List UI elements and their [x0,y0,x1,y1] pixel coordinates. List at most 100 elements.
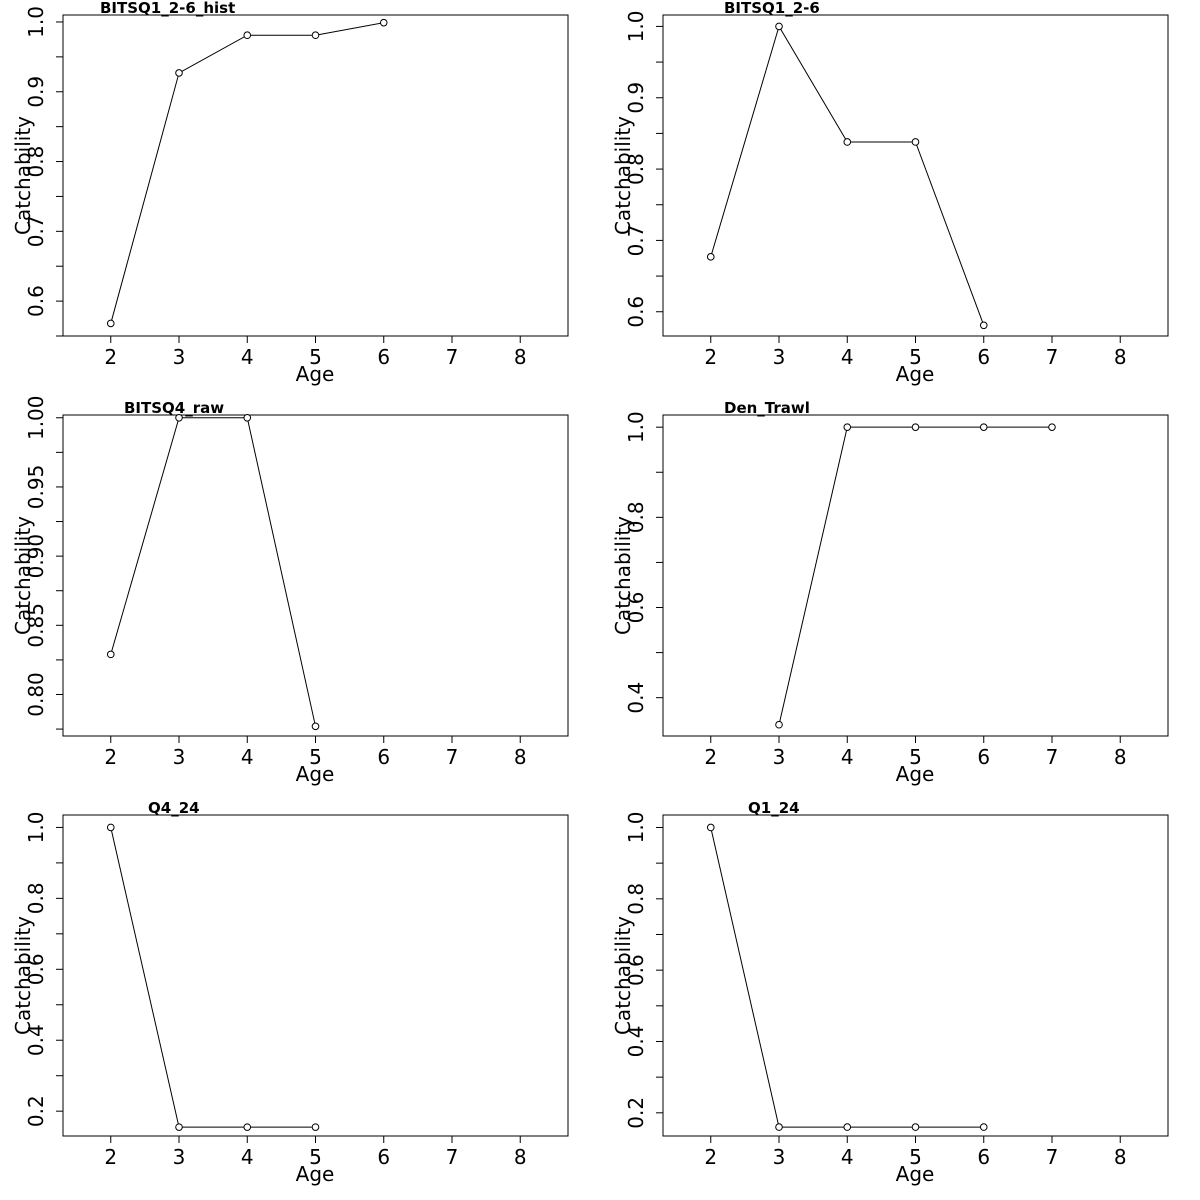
data-point [775,720,783,729]
data-point [175,1123,183,1131]
y-axis-label: Catchability [611,116,635,235]
x-tick-label: 5 [909,1145,922,1169]
data-point [706,823,715,832]
data-point [775,1123,783,1131]
series-line [778,426,1052,725]
y-tick-label: 0.4 [624,682,648,714]
plot-frame [662,414,1169,737]
chart-panel-3: BITSQ4_raw 2 3 4 5 6 7 8 0.80 0.85 0.90 0.95 1.00 Age… [11,396,569,786]
data-point [311,722,320,731]
x-tick-label: 6 [977,345,990,369]
series-line [710,25,985,326]
y-tick-label: 0.9 [24,76,48,108]
y-tick-label: 0.6 [624,592,648,624]
x-tick-label: 5 [309,345,322,369]
y-tick-label: 1.0 [624,11,648,43]
chart-panel-1: BITSQ1_2-6_hist 2 3 4 5 6 7 8 0.6 0.7 0.8 0.9 1.0 Age… [11,0,569,386]
y-tick-label: 0.8 [624,153,648,185]
x-tick-label: 2 [704,345,717,369]
y-tick-label: 0.8 [624,883,648,915]
data-point [979,321,988,330]
x-tick-label: 7 [1046,745,1059,769]
y-tick-label: 0.2 [24,1095,48,1127]
y-tick-label: 0.7 [24,215,48,247]
x-tick-label: 7 [1046,345,1059,369]
y-tick-label: 0.90 [24,534,48,579]
x-tick-label: 7 [1046,1145,1059,1169]
y-axis-label: Catchability [611,516,635,635]
series-line [110,417,316,727]
x-tick-label: 4 [841,745,854,769]
x-tick-label: 3 [773,345,786,369]
x-axis-label: Age [296,762,335,786]
series-line [710,827,984,1128]
y-tick-label: 1.0 [624,812,648,844]
y-tick-label: 1.00 [24,396,48,441]
chart-panel-5: Q4_24 2 3 4 5 6 7 8 0.2 0.4 0.6 0.8 1.0 Age Catchabili… [11,799,569,1186]
data-point [843,138,852,146]
data-point [843,1123,852,1131]
data-point [106,650,115,659]
x-tick-label: 7 [446,345,459,369]
y-tick-label: 0.95 [24,465,48,510]
y-tick-label: 0.6 [24,953,48,985]
y-tick-label: 0.85 [24,603,48,648]
x-tick-label: 2 [104,745,117,769]
x-tick-label: 4 [841,345,854,369]
x-tick-label: 8 [514,345,527,369]
chart-title: BITSQ1_2-6_hist [100,0,235,17]
x-tick-label: 8 [1114,345,1127,369]
x-tick-label: 3 [773,745,786,769]
x-tick-label: 7 [446,1145,459,1169]
x-axis-label: Age [896,762,935,786]
data-point [175,69,183,77]
data-point [243,413,252,422]
x-axis-label: Age [896,362,935,386]
y-tick-label: 0.7 [624,225,648,257]
y-axis-label: Catchability [611,916,635,1035]
series-line [110,22,384,324]
y-axis-label: Catchability [11,116,35,235]
x-axis-label: Age [296,1162,335,1186]
y-tick-label: 0.8 [624,501,648,533]
y-tick-label: 0.6 [24,285,48,317]
y-tick-label: 0.2 [624,1097,648,1129]
data-point [911,1123,920,1131]
x-tick-label: 8 [514,745,527,769]
data-point [311,1123,320,1131]
y-tick-label: 0.80 [24,672,48,717]
data-point [379,18,388,27]
data-point [243,1123,252,1131]
x-tick-label: 3 [773,1145,786,1169]
x-tick-label: 6 [377,345,390,369]
x-tick-label: 8 [1114,1145,1127,1169]
x-tick-label: 8 [514,1145,527,1169]
x-tick-label: 2 [704,745,717,769]
x-tick-label: 3 [173,1145,186,1169]
x-tick-label: 3 [173,745,186,769]
plot-frame [62,14,569,337]
chart-title: Q1_24 [748,799,800,817]
y-tick-label: 0.4 [624,1026,648,1058]
data-point [843,423,852,431]
data-point [311,31,320,40]
chart-panel-4: Den_Trawl 2 3 4 5 6 7 8 0.4 0.6 0.8 1.0 Age Catchabil… [611,399,1169,786]
data-point [775,22,783,31]
data-point [911,423,920,431]
y-axis-label: Catchability [11,916,35,1035]
data-point [243,31,252,40]
data-point [979,1123,988,1131]
series-line [110,827,316,1128]
chart-title: BITSQ4_raw [124,399,224,417]
chart-title: Q4_24 [148,799,200,817]
x-tick-label: 8 [1114,745,1127,769]
y-tick-label: 0.6 [624,296,648,328]
data-point [911,138,920,146]
x-axis-label: Age [296,362,335,386]
data-point [1048,423,1056,431]
data-point [706,253,715,261]
x-tick-label: 6 [977,745,990,769]
x-tick-label: 6 [377,1145,390,1169]
x-tick-label: 4 [841,1145,854,1169]
